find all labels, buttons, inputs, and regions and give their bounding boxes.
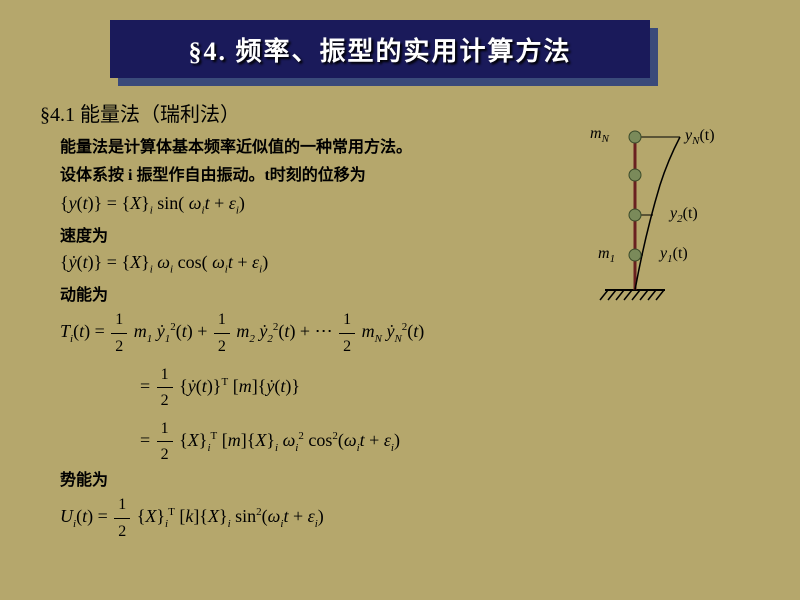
- label-yN: yN(t): [685, 127, 715, 147]
- description-1: 能量法是计算体基本频率近似值的一种常用方法。: [60, 133, 580, 157]
- eq-kinetic-3: = 12 {X}iT [m]{X}i ωi2 cos2(ωit + εi): [140, 416, 580, 468]
- description-2: 设体系按 i 振型作自由振动。t时刻的位移为: [60, 161, 580, 185]
- label-y2: y2(t): [670, 205, 698, 225]
- eq-velocity: {ẏ(t)} = {X}i ωi cos( ωit + εi): [60, 248, 580, 279]
- label-velocity: 速度为: [60, 222, 580, 246]
- content-area: §4.1 能量法（瑞利法） 能量法是计算体基本频率近似值的一种常用方法。 设体系…: [40, 98, 580, 546]
- label-kinetic: 动能为: [60, 281, 580, 305]
- label-potential: 势能为: [60, 466, 580, 490]
- label-m1: m1: [598, 245, 615, 265]
- eq-kinetic-2: = 12 {ẏ(t)}T [m]{ẏ(t)}: [140, 362, 580, 414]
- slide-title: §4. 频率、振型的实用计算方法: [110, 20, 650, 78]
- eq-kinetic-1: Ti(t) = 12 m1 ẏ12(t) + 12 m2 ẏ22(t) + ⋯ …: [60, 307, 580, 359]
- mode-shape-diagram: mN yN(t) y2(t) m1 y1(t): [560, 115, 740, 315]
- label-y1: y1(t): [660, 245, 688, 265]
- label-mN: mN: [590, 125, 609, 145]
- section-heading: §4.1 能量法（瑞利法）: [40, 98, 580, 127]
- eq-displacement: {y(t)} = {X}i sin( ωit + εi): [60, 189, 580, 220]
- eq-potential: Ui(t) = 12 {X}iT [k]{X}i sin2(ωit + εi): [60, 492, 580, 544]
